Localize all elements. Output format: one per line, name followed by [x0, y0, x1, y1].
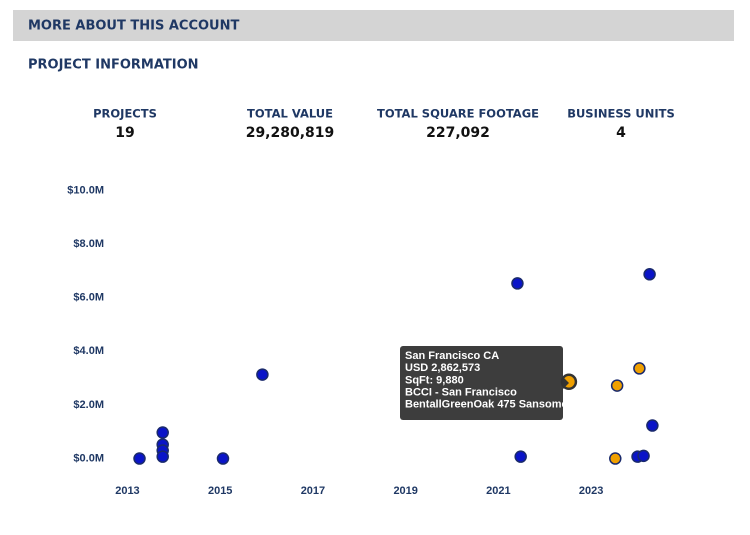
data-point: [646, 419, 659, 432]
stat-value: 29,280,819: [246, 125, 335, 141]
data-point: [637, 449, 650, 463]
data-point: [216, 452, 230, 465]
tooltip-line: BCCI - San Francisco: [405, 387, 517, 399]
data-point: [156, 426, 169, 439]
stat-label: TOTAL VALUE: [247, 107, 333, 121]
stat-label: TOTAL SQUARE FOOTAGE: [377, 107, 539, 121]
x-tick-label: 2015: [208, 485, 232, 497]
data-point: [643, 268, 656, 281]
stat-label: PROJECTS: [93, 107, 157, 121]
header-bar: [13, 10, 734, 41]
y-tick-label: $6.0M: [73, 292, 104, 304]
data-point: [256, 368, 269, 381]
stat-label: BUSINESS UNITS: [567, 107, 675, 121]
tooltip-box: [400, 346, 563, 420]
stat-value: 19: [115, 125, 134, 141]
data-point: [156, 450, 169, 463]
tooltip-arrow: [563, 377, 569, 389]
data-point: [511, 277, 524, 290]
y-tick-label: $0.0M: [73, 452, 104, 464]
data-point: [610, 379, 624, 392]
tooltip-line: San Francisco CA: [405, 350, 499, 362]
tooltip-line: SqFt: 9,880: [405, 374, 464, 386]
y-tick-label: $10.0M: [67, 184, 104, 196]
data-point: [133, 452, 146, 465]
section-title: PROJECT INFORMATION: [28, 58, 199, 73]
y-tick-label: $2.0M: [73, 399, 104, 411]
data-point: [609, 452, 622, 465]
x-tick-label: 2019: [393, 485, 417, 497]
y-tick-label: $8.0M: [73, 238, 104, 250]
y-tick-label: $4.0M: [73, 345, 104, 357]
x-tick-label: 2021: [486, 485, 510, 497]
tooltip-line: USD 2,862,573: [405, 362, 480, 374]
x-tick-label: 2013: [115, 485, 139, 497]
data-point: [633, 362, 646, 375]
stat-value: 4: [616, 125, 626, 141]
tooltip-line: BentallGreenOak 475 Sansome: [405, 399, 568, 411]
header-title: MORE ABOUT THIS ACCOUNT: [28, 19, 239, 34]
x-tick-label: 2017: [301, 485, 325, 497]
x-tick-label: 2023: [579, 485, 603, 497]
stat-value: 227,092: [426, 125, 490, 141]
data-point: [514, 450, 527, 463]
